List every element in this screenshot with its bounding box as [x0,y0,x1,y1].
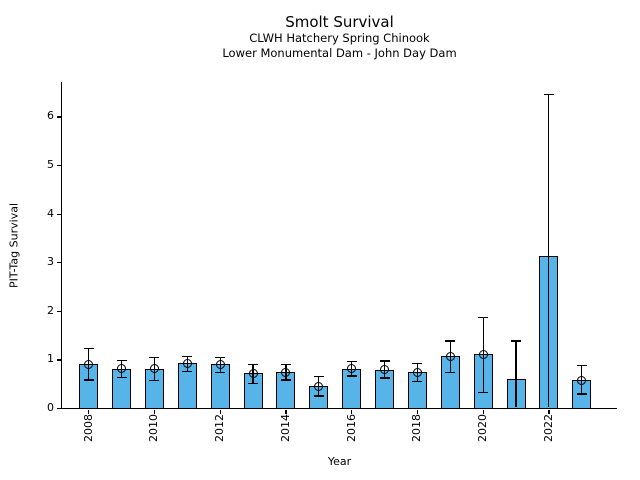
x-axis-spine [61,408,617,410]
error-cap-top-2010 [149,356,160,359]
error-cap-top-2021 [511,340,521,342]
error-cap-top-2023 [576,365,587,367]
error-cap-bottom-2015 [313,395,324,397]
error-cap-bottom-2017 [379,377,390,379]
chart-subtitle-reach: Lower Monumental Dam - John Day Dam [222,46,457,60]
x-tick-label: 2008 [81,414,95,442]
error-cap-top-2015 [313,375,324,378]
error-cap-top-2014 [280,364,291,366]
point-marker-2010 [149,364,159,374]
x-tick [285,409,287,414]
y-tick [57,213,61,215]
y-tick [57,165,61,167]
point-marker-2018 [412,367,422,377]
point-marker-2012 [215,359,225,369]
x-tick-label: 2018 [410,414,424,442]
error-cap-bottom-2020 [478,391,489,394]
x-axis-label: Year [327,455,352,468]
y-tick-label: 6 [47,109,54,123]
point-marker-2011 [182,358,192,368]
y-tick-label: 5 [47,158,54,171]
x-tick-label: 2014 [278,414,292,442]
point-marker-2015 [314,381,324,391]
error-cap-bottom-2011 [182,370,193,372]
error-cap-bottom-2018 [412,380,423,382]
point-marker-2014 [281,367,291,377]
point-marker-2023 [577,375,587,385]
point-marker-2016 [347,364,357,374]
error-cap-top-2016 [346,360,357,363]
y-tick-label: 2 [47,303,54,317]
x-tick-label: 2022 [541,414,555,442]
x-tick [153,409,156,414]
error-cap-bottom-2014 [280,379,291,381]
error-cap-top-2017 [379,360,390,362]
error-cap-top-2020 [478,316,489,318]
error-cap-top-2013 [248,364,259,366]
error-cap-top-2008 [83,348,94,350]
y-tick [57,116,61,118]
x-tick-label: 2010 [147,414,161,442]
y-tick-label: 4 [47,206,54,220]
point-marker-2009 [117,364,127,374]
error-cap-top-2018 [412,363,423,365]
x-tick-label: 2012 [213,414,227,442]
y-tick-label: 1 [47,352,54,366]
y-axis-label: PIT-Tag Survival [7,203,21,289]
point-marker-2008 [84,359,94,369]
x-tick [482,409,484,414]
point-marker-2019 [445,351,455,361]
error-cap-top-2011 [182,355,193,358]
error-cap-top-2012 [215,356,226,359]
error-bar-2022 [548,93,550,408]
x-tick [416,409,419,414]
x-tick [88,409,90,414]
error-cap-bottom-2012 [215,371,226,373]
point-marker-2013 [248,368,258,378]
x-tick [548,409,550,414]
chart-subtitle-stock: CLWH Hatchery Spring Chinook [249,31,430,45]
point-marker-2017 [380,365,390,375]
error-bar-2021 [515,340,517,408]
y-tick [57,310,61,312]
error-cap-bottom-2009 [116,376,127,379]
error-cap-bottom-2008 [83,379,94,381]
error-cap-top-2022 [543,93,554,95]
y-tick [57,408,61,410]
error-cap-bottom-2016 [346,375,357,377]
error-cap-bottom-2023 [576,393,587,395]
error-cap-bottom-2019 [445,372,456,374]
x-tick-label: 2020 [476,414,490,442]
error-cap-top-2009 [116,359,127,362]
chart-title: Smolt Survival [285,13,394,31]
point-marker-2020 [478,349,488,359]
x-tick [219,409,221,414]
y-axis-spine [61,82,63,409]
y-tick-label: 0 [47,401,54,414]
y-tick-label: 3 [47,255,54,269]
y-tick [57,359,61,361]
x-tick [351,409,353,414]
error-cap-bottom-2013 [248,382,259,384]
y-tick [57,262,61,264]
x-tick-label: 2016 [344,414,358,442]
error-cap-top-2019 [445,340,456,342]
error-cap-bottom-2010 [149,379,160,381]
